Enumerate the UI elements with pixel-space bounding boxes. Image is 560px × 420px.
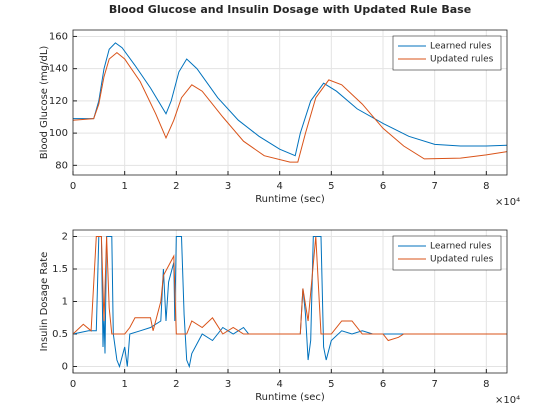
x-tick-label: 7 [431,379,437,390]
x-tick-label: 4 [276,379,282,390]
x-tick-label: 8 [483,379,489,390]
x-tick-label: 5 [328,379,334,390]
chart-title: Blood Glucose and Insulin Dosage with Up… [109,3,471,16]
y-tick-label: 120 [49,96,68,107]
y-tick-label: 2 [62,232,68,243]
x-tick-label: 7 [431,181,437,192]
y-tick-label: 0.5 [52,329,68,340]
legend-label: Learned rules [430,242,492,252]
y-axis-label: Insulin Dosage Rate [39,252,50,352]
data-line [72,236,507,369]
x-axis-label: Runtime (sec) [255,392,325,403]
x-tick-label: 2 [173,379,179,390]
x-tick-label: 6 [380,181,386,192]
x-tick-label: 1 [121,181,127,192]
legend-box [392,235,502,271]
y-tick-label: 0 [62,362,68,373]
axes-box [72,29,508,176]
data-line [72,51,508,163]
legend-label: Updated rules [430,55,494,65]
x-tick-label: 0 [70,379,76,390]
legend-box [392,35,502,71]
x-tick-label: 5 [328,181,334,192]
x-scale-label: ×10⁴ [495,395,520,406]
x-tick-label: 3 [225,379,231,390]
data-line [72,236,507,342]
x-tick-label: 2 [173,181,179,192]
x-tick-label: 6 [380,379,386,390]
x-scale-label: ×10⁴ [495,197,520,208]
legend-label: Updated rules [430,255,494,265]
x-tick-label: 3 [225,181,231,192]
y-tick-label: 140 [49,64,68,75]
y-tick-label: 100 [49,128,68,139]
y-axis-label: Blood Glucose (mg/dL) [39,46,50,160]
legend-label: Learned rules [430,42,492,52]
y-tick-label: 160 [49,31,68,42]
y-tick-label: 1.5 [52,264,68,275]
x-tick-label: 4 [276,181,282,192]
x-tick-label: 1 [121,379,127,390]
x-axis-label: Runtime (sec) [255,194,325,205]
x-tick-label: 0 [70,181,76,192]
data-line [73,42,508,157]
axes-box [72,229,508,374]
y-tick-label: 1 [62,297,68,308]
y-tick-label: 80 [55,160,68,171]
x-tick-label: 8 [483,181,489,192]
